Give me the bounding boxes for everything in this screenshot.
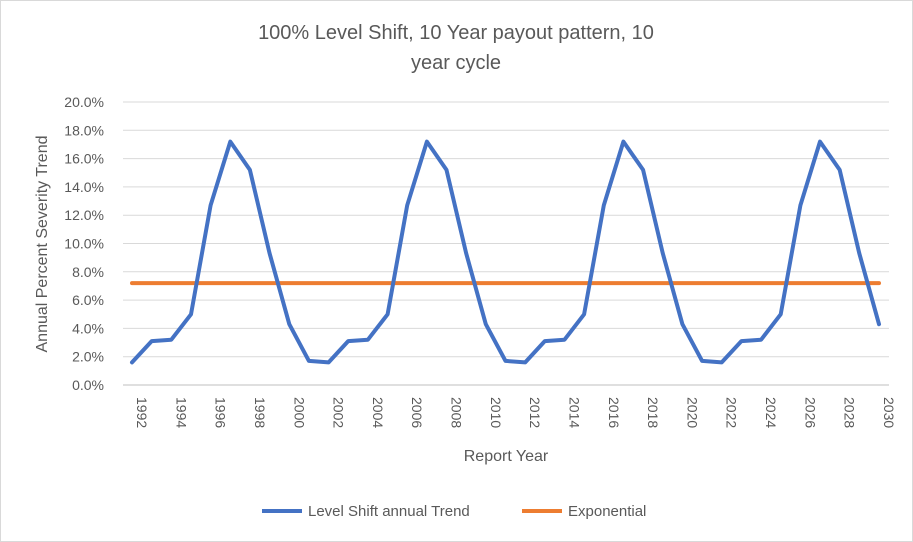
x-tick-label: 2022	[724, 397, 740, 428]
x-tick-label: 2024	[763, 397, 779, 428]
y-axis-ticks: 0.0% 2.0% 4.0% 6.0% 8.0% 10.0% 12.0% 14.0% 16.0%…	[64, 94, 104, 393]
y-tick-label: 16.0%	[64, 151, 104, 167]
x-axis-label: Report Year	[464, 448, 549, 465]
y-axis-label: Annual Percent Severity Trend	[34, 135, 51, 352]
x-tick-label: 2028	[842, 397, 858, 428]
x-tick-label: 2030	[881, 397, 897, 428]
x-tick-label: 2000	[291, 397, 307, 428]
x-tick-label: 2020	[684, 397, 700, 428]
gridlines	[123, 101, 889, 386]
series-lines	[130, 139, 881, 365]
y-tick-label: 8.0%	[72, 264, 104, 280]
legend: Level Shift annual Trend Exponential	[262, 503, 646, 520]
chart-title-line-1: 100% Level Shift, 10 Year payout pattern…	[258, 22, 654, 44]
x-tick-label: 2016	[606, 397, 622, 428]
legend-label: Exponential	[568, 503, 646, 520]
x-tick-label: 2006	[409, 397, 425, 428]
x-tick-label: 2008	[449, 397, 465, 428]
series-line-level-shift	[130, 139, 881, 365]
y-tick-label: 18.0%	[64, 122, 104, 138]
x-tick-label: 2002	[331, 397, 347, 428]
x-tick-label: 2010	[488, 397, 504, 428]
x-tick-label: 2012	[527, 397, 543, 428]
y-tick-label: 2.0%	[72, 349, 104, 365]
x-tick-label: 1998	[252, 397, 268, 428]
x-tick-label: 2018	[645, 397, 661, 428]
y-tick-label: 0.0%	[72, 377, 104, 393]
y-tick-label: 20.0%	[64, 94, 104, 110]
y-tick-label: 14.0%	[64, 179, 104, 195]
x-tick-label: 2026	[802, 397, 818, 428]
y-tick-label: 4.0%	[72, 320, 104, 336]
y-tick-label: 12.0%	[64, 207, 104, 223]
x-axis-ticks: 1992 1994 1996 1998 2000 2002 2004 2006 2008 2010…	[134, 397, 897, 428]
x-tick-label: 2004	[370, 397, 386, 428]
x-tick-label: 1996	[213, 397, 229, 428]
y-tick-label: 10.0%	[64, 236, 104, 252]
legend-label: Level Shift annual Trend	[308, 503, 470, 520]
x-tick-label: 2014	[566, 397, 582, 428]
chart-title-line-2: year cycle	[411, 52, 501, 74]
x-tick-label: 1992	[134, 397, 150, 428]
y-tick-label: 6.0%	[72, 292, 104, 308]
x-tick-label: 1994	[173, 397, 189, 428]
